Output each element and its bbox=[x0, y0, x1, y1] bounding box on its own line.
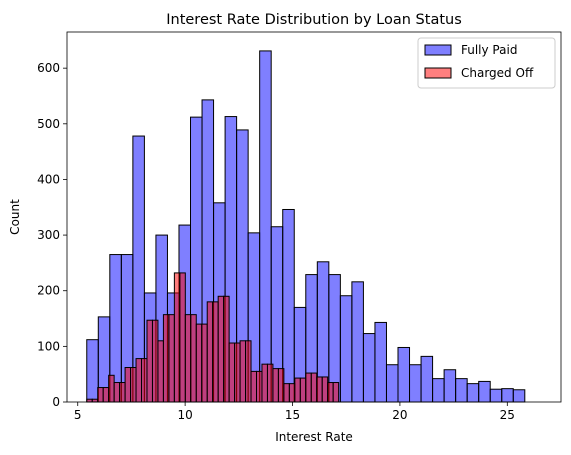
fully-paid-bar bbox=[260, 51, 272, 402]
charged-off-bar bbox=[273, 369, 278, 402]
charged-off-bar bbox=[125, 368, 130, 402]
charged-off-bar bbox=[251, 371, 256, 402]
fully-paid-bar bbox=[456, 379, 468, 402]
charged-off-bar bbox=[240, 341, 245, 402]
charged-off-bar bbox=[163, 315, 168, 402]
charged-off-bar bbox=[322, 377, 327, 402]
charged-off-bar bbox=[284, 384, 289, 402]
charged-off-bar bbox=[278, 369, 283, 402]
charged-off-bar bbox=[229, 343, 234, 402]
fully-paid-bar bbox=[283, 209, 295, 402]
y-axis-label: Count bbox=[8, 199, 22, 235]
charged-off-bar bbox=[98, 388, 103, 402]
chart-title: Interest Rate Distribution by Loan Statu… bbox=[166, 12, 462, 28]
fully-paid-bar bbox=[502, 389, 514, 402]
fully-paid-bar bbox=[433, 379, 445, 402]
fully-paid-bar bbox=[398, 347, 410, 402]
legend-swatch-charged-off bbox=[425, 68, 451, 78]
y-axis-ticks: 0 100 200 300 400 500 600 bbox=[37, 61, 67, 409]
charged-off-bar bbox=[169, 315, 174, 402]
charged-off-bar bbox=[191, 315, 196, 402]
charged-off-bar bbox=[131, 368, 136, 402]
x-tick-label: 10 bbox=[177, 408, 192, 422]
fully-paid-bar bbox=[444, 370, 456, 402]
charged-off-bar bbox=[328, 383, 333, 402]
legend-swatch-fully-paid bbox=[425, 45, 451, 55]
charged-off-bar bbox=[306, 373, 311, 402]
fully-paid-bar bbox=[340, 296, 352, 402]
y-tick-label: 0 bbox=[52, 395, 60, 409]
x-tick-label: 5 bbox=[74, 408, 82, 422]
charged-off-bar bbox=[109, 375, 114, 402]
fully-paid-bar bbox=[421, 356, 433, 402]
charged-off-bar bbox=[185, 315, 190, 402]
fully-paid-bar bbox=[386, 365, 398, 402]
legend-label-fully-paid: Fully Paid bbox=[461, 43, 517, 57]
fully-paid-bar bbox=[467, 384, 479, 402]
legend: Fully Paid Charged Off bbox=[418, 38, 555, 88]
charged-off-bar bbox=[142, 359, 147, 402]
charged-off-bar bbox=[213, 302, 218, 402]
charged-off-bar bbox=[267, 364, 272, 402]
fully-paid-bar bbox=[479, 381, 491, 402]
charged-off-bar bbox=[158, 341, 163, 402]
charged-off-bar bbox=[218, 296, 223, 402]
y-tick-label: 100 bbox=[37, 339, 60, 353]
x-axis-ticks: 5 10 15 20 25 bbox=[74, 402, 515, 422]
charged-off-bar bbox=[317, 377, 322, 402]
fully-paid-bar bbox=[375, 322, 387, 402]
fully-paid-bar bbox=[490, 389, 502, 402]
y-tick-label: 200 bbox=[37, 284, 60, 298]
charged-off-bar bbox=[174, 273, 179, 402]
x-axis-label: Interest Rate bbox=[275, 430, 353, 444]
charged-off-bar bbox=[114, 383, 119, 402]
charged-off-bar bbox=[311, 373, 316, 402]
x-tick-label: 25 bbox=[500, 408, 515, 422]
charged-off-bar bbox=[257, 371, 262, 402]
charged-off-bar bbox=[207, 302, 212, 402]
charged-off-bar bbox=[300, 378, 305, 402]
charged-off-bar bbox=[152, 320, 157, 402]
charged-off-bar bbox=[120, 383, 125, 402]
charged-off-bar bbox=[333, 383, 338, 402]
y-tick-label: 500 bbox=[37, 117, 60, 131]
charged-off-bar bbox=[202, 324, 207, 402]
y-tick-label: 400 bbox=[37, 172, 60, 186]
charged-off-bar bbox=[224, 296, 229, 402]
charged-off-bar bbox=[295, 378, 300, 402]
y-tick-label: 300 bbox=[37, 228, 60, 242]
charged-off-bar bbox=[87, 399, 92, 402]
charged-off-bar bbox=[289, 384, 294, 402]
charged-off-bar bbox=[235, 343, 240, 402]
charged-off-bar bbox=[147, 320, 152, 402]
fully-paid-bar bbox=[87, 340, 99, 402]
x-tick-label: 20 bbox=[392, 408, 407, 422]
charged-off-bar bbox=[103, 388, 108, 402]
fully-paid-bar bbox=[410, 365, 422, 402]
charged-off-bar bbox=[136, 359, 141, 402]
charged-off-bar bbox=[262, 364, 267, 402]
charged-off-bar bbox=[196, 324, 201, 402]
legend-label-charged-off: Charged Off bbox=[461, 66, 534, 80]
fully-paid-bar bbox=[352, 282, 364, 402]
fully-paid-bar bbox=[363, 334, 375, 402]
fully-paid-bar bbox=[513, 390, 525, 402]
charged-off-bar bbox=[180, 273, 185, 402]
y-tick-label: 600 bbox=[37, 61, 60, 75]
charged-off-bar bbox=[92, 399, 97, 402]
charged-off-bar bbox=[246, 341, 251, 402]
x-tick-label: 15 bbox=[285, 408, 300, 422]
